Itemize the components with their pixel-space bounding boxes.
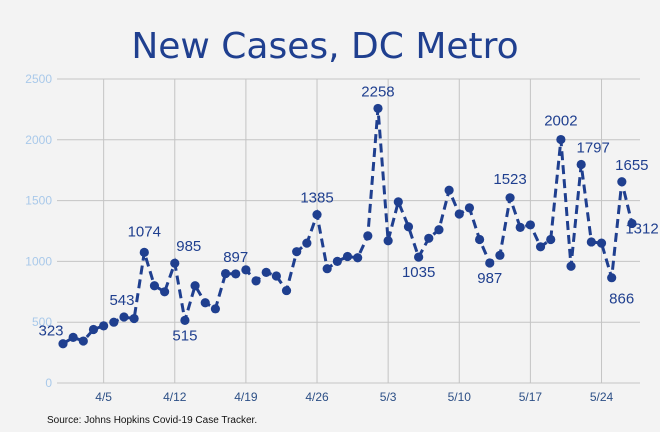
data-point [607, 273, 617, 283]
x-tick-label: 5/10 [448, 390, 472, 404]
data-point [596, 238, 607, 248]
data-point [322, 264, 332, 274]
data-label: 2002 [544, 113, 577, 130]
data-point [383, 236, 393, 246]
data-label: 1035 [402, 264, 435, 281]
data-point [129, 313, 139, 324]
data-point [261, 267, 271, 277]
data-point [68, 332, 78, 342]
data-point [424, 233, 434, 243]
data-point [281, 285, 292, 296]
data-point [88, 324, 99, 335]
data-point [485, 258, 495, 268]
data-point [190, 281, 200, 291]
data-point [403, 222, 414, 232]
data-label: 323 [38, 323, 63, 340]
data-point [160, 287, 170, 297]
data-point [312, 209, 322, 220]
data-label: 1385 [300, 190, 333, 207]
data-point [353, 253, 363, 263]
x-tick-label: 5/17 [519, 390, 543, 404]
chart-title: New Cases, DC Metro [131, 26, 518, 67]
data-point [271, 271, 281, 281]
data-label: 1074 [128, 223, 161, 240]
x-tick-label: 4/19 [234, 390, 258, 404]
data-point [210, 304, 221, 314]
x-tick-label: 4/5 [95, 390, 112, 404]
y-tick-label: 0 [45, 376, 52, 390]
y-axis-ticks: 0 500 1000 1500 2000 2500 [25, 72, 52, 390]
data-point [231, 269, 241, 279]
data-label: 543 [109, 292, 134, 309]
data-point [58, 339, 68, 349]
y-tick-label: 1000 [25, 254, 52, 268]
data-label: 1797 [577, 139, 610, 156]
data-point [576, 159, 586, 170]
x-axis-ticks: 4/5 4/12 4/19 4/26 5/3 5/10 5/17 5/24 [95, 390, 613, 404]
y-tick-label: 2000 [25, 133, 52, 147]
data-point [474, 234, 485, 245]
data-label: 1523 [493, 171, 526, 188]
data-point [627, 218, 637, 229]
data-point [373, 103, 383, 114]
data-point [434, 225, 444, 235]
data-point [241, 265, 251, 275]
data-point [251, 276, 261, 286]
y-tick-label: 500 [32, 315, 52, 329]
x-tick-label: 4/26 [305, 390, 329, 404]
data-point [617, 177, 627, 187]
data-point [546, 234, 556, 245]
data-point [119, 312, 129, 322]
data-point [139, 247, 149, 258]
data-label: 866 [609, 291, 634, 308]
data-point [393, 197, 403, 207]
data-label: 897 [223, 249, 248, 266]
data-label: 987 [477, 270, 502, 287]
data-point [180, 315, 190, 325]
y-tick-label: 2500 [25, 72, 52, 86]
data-point [302, 238, 312, 248]
data-point [566, 261, 576, 271]
y-tick-label: 1500 [25, 194, 52, 208]
data-point [220, 268, 231, 279]
data-point [505, 193, 515, 203]
data-point [586, 237, 596, 247]
data-point [342, 251, 353, 262]
source-note: Source: Johns Hopkins Covid-19 Case Trac… [47, 415, 257, 426]
data-label: 1655 [615, 157, 648, 174]
data-point [332, 256, 342, 266]
data-point [109, 317, 119, 327]
x-tick-label: 5/24 [590, 390, 614, 404]
x-tick-label: 4/12 [163, 390, 187, 404]
data-point [515, 222, 525, 232]
data-point [99, 321, 109, 331]
data-point [200, 298, 210, 308]
data-point [363, 231, 373, 241]
grid-lines [57, 78, 640, 384]
data-labels: 323 543 1074 985 515 897 1385 2258 1035 987 1523 20… [38, 83, 658, 344]
data-point [556, 134, 566, 145]
data-point [149, 281, 160, 291]
data-label: 515 [172, 327, 197, 344]
data-point [292, 247, 302, 257]
data-label: 2258 [361, 83, 394, 100]
data-label: 1312 [625, 220, 658, 237]
data-point [454, 209, 464, 219]
data-point [78, 336, 88, 346]
data-point [495, 250, 505, 260]
data-point [444, 185, 454, 195]
data-point [414, 252, 424, 262]
data-points [58, 103, 637, 349]
data-point [464, 203, 475, 213]
x-tick-label: 5/3 [380, 390, 397, 404]
data-point [525, 220, 535, 230]
data-point [535, 242, 546, 252]
data-point [170, 258, 180, 268]
data-label: 985 [176, 238, 201, 255]
